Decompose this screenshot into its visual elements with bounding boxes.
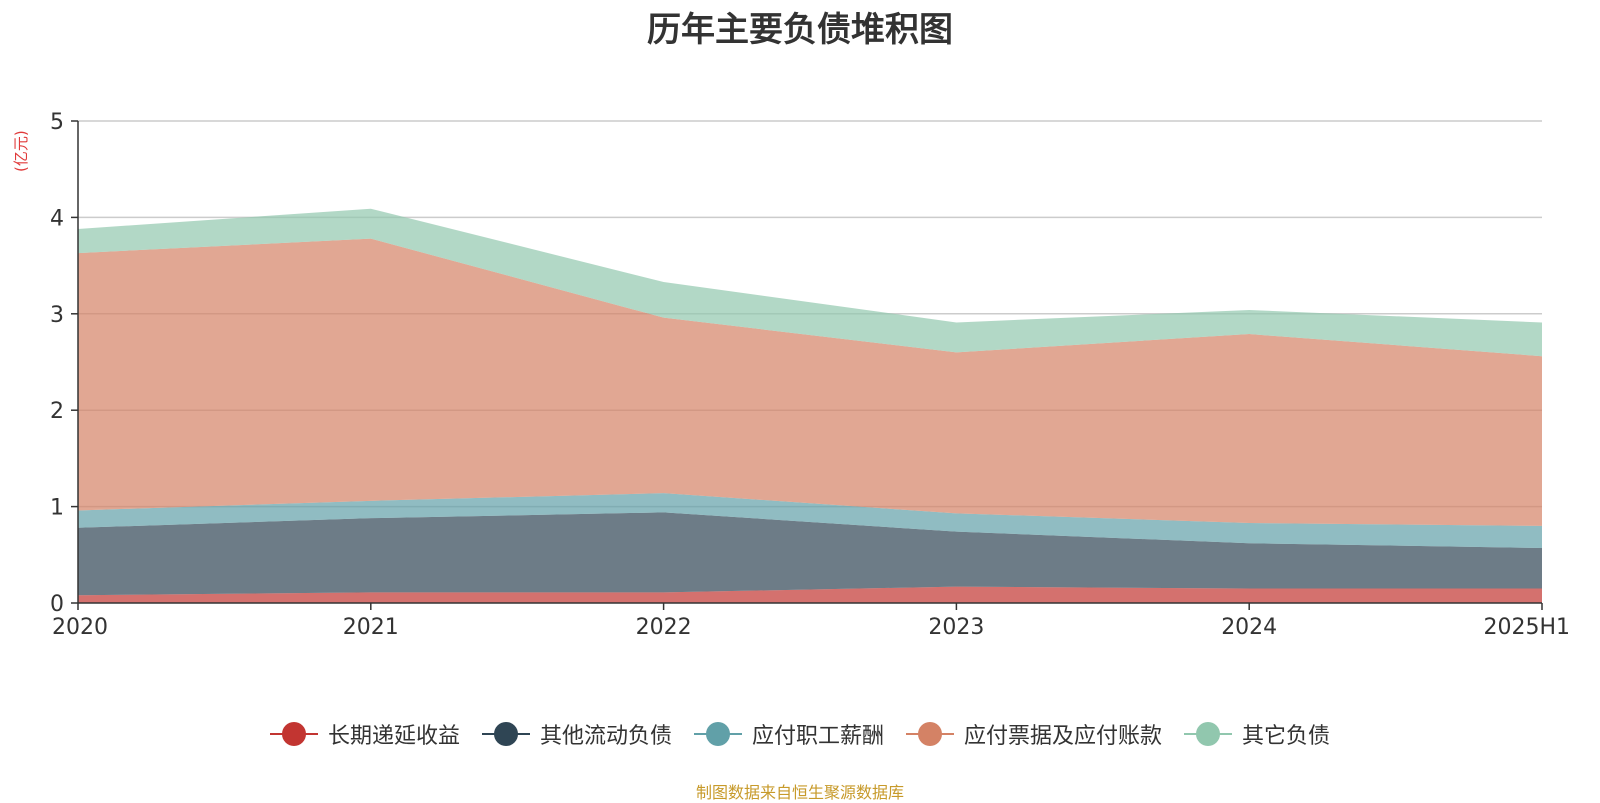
legend-dot bbox=[493, 722, 518, 746]
legend-dot bbox=[281, 722, 306, 746]
area-series bbox=[78, 208, 1542, 603]
legend-dot bbox=[1196, 722, 1221, 746]
legend-swatch bbox=[481, 722, 530, 746]
legend-dot bbox=[705, 722, 730, 746]
legend-item[interactable]: 应付票据及应付账款 bbox=[906, 718, 1162, 750]
legend-label: 其他流动负债 bbox=[539, 724, 672, 749]
data-source-note: 制图数据来自恒生聚源数据库 bbox=[695, 783, 904, 802]
area-series-3 bbox=[78, 493, 1542, 549]
y-tick-label: 2 bbox=[50, 399, 64, 424]
axes bbox=[71, 120, 1543, 610]
legend-item[interactable]: 应付职工薪酬 bbox=[693, 718, 884, 750]
legend-label: 应付职工薪酬 bbox=[751, 724, 884, 749]
legend-swatch bbox=[693, 722, 742, 746]
legend-dot bbox=[918, 722, 942, 746]
y-tick-label: 3 bbox=[50, 303, 64, 328]
y-tick-label: 5 bbox=[50, 110, 64, 135]
x-tick-label: 2021 bbox=[343, 615, 399, 640]
legend: 长期递延收益 其他流动负债 应付职工薪酬 应付票据及应付账款 其它负债 bbox=[0, 718, 1600, 750]
x-tick-label: 2023 bbox=[928, 615, 984, 640]
legend-swatch bbox=[269, 722, 318, 746]
x-tick-label: 2024 bbox=[1221, 615, 1277, 640]
tick-labels: 0 1 2 3 4 5 2020 2021 2022 2023 2024 2025H1 bbox=[50, 110, 1570, 640]
x-tick-label: 2022 bbox=[636, 615, 692, 640]
y-tick-label: 4 bbox=[50, 206, 64, 231]
chart-title: 历年主要负债堆积图 bbox=[647, 10, 953, 50]
legend-item[interactable]: 其他流动负债 bbox=[481, 718, 672, 750]
legend-swatch bbox=[1184, 722, 1233, 746]
y-tick-label: 0 bbox=[50, 592, 64, 617]
legend-item[interactable]: 其它负债 bbox=[1184, 718, 1330, 750]
legend-label: 应付票据及应付账款 bbox=[964, 724, 1163, 749]
legend-swatch bbox=[906, 722, 954, 746]
area-series-4 bbox=[78, 238, 1542, 526]
x-tick-label: 2020 bbox=[52, 615, 108, 640]
legend-label: 长期递延收益 bbox=[327, 724, 460, 749]
area-series-5 bbox=[78, 208, 1542, 357]
x-tick-label: 2025H1 bbox=[1483, 615, 1570, 640]
legend-item[interactable]: 长期递延收益 bbox=[269, 718, 460, 750]
area-series-2 bbox=[78, 512, 1542, 596]
legend-label: 其它负债 bbox=[1242, 724, 1331, 749]
area-series-1 bbox=[78, 586, 1542, 603]
y-tick-label: 1 bbox=[50, 496, 64, 521]
